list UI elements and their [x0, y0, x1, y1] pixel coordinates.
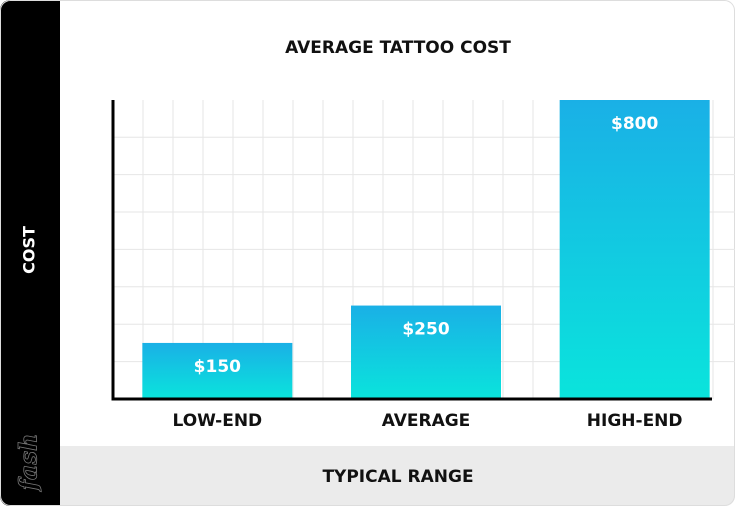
x-axis-label: TYPICAL RANGE: [322, 467, 473, 487]
watermark: fash: [14, 434, 43, 493]
x-tick-label: HIGH-END: [587, 411, 683, 431]
x-tick-label: AVERAGE: [382, 411, 471, 431]
value-label: $800: [611, 114, 658, 134]
value-label: $150: [194, 357, 241, 377]
bar: [142, 342, 293, 399]
value-label: $250: [402, 320, 449, 340]
y-axis-label: COST: [20, 226, 39, 274]
chart-title: AVERAGE TATTOO COST: [285, 38, 511, 58]
bar: [351, 305, 501, 399]
x-tick-label: LOW-END: [172, 411, 262, 431]
footer-band: [60, 446, 735, 506]
bar: [559, 100, 710, 399]
sidebar: [0, 0, 60, 506]
